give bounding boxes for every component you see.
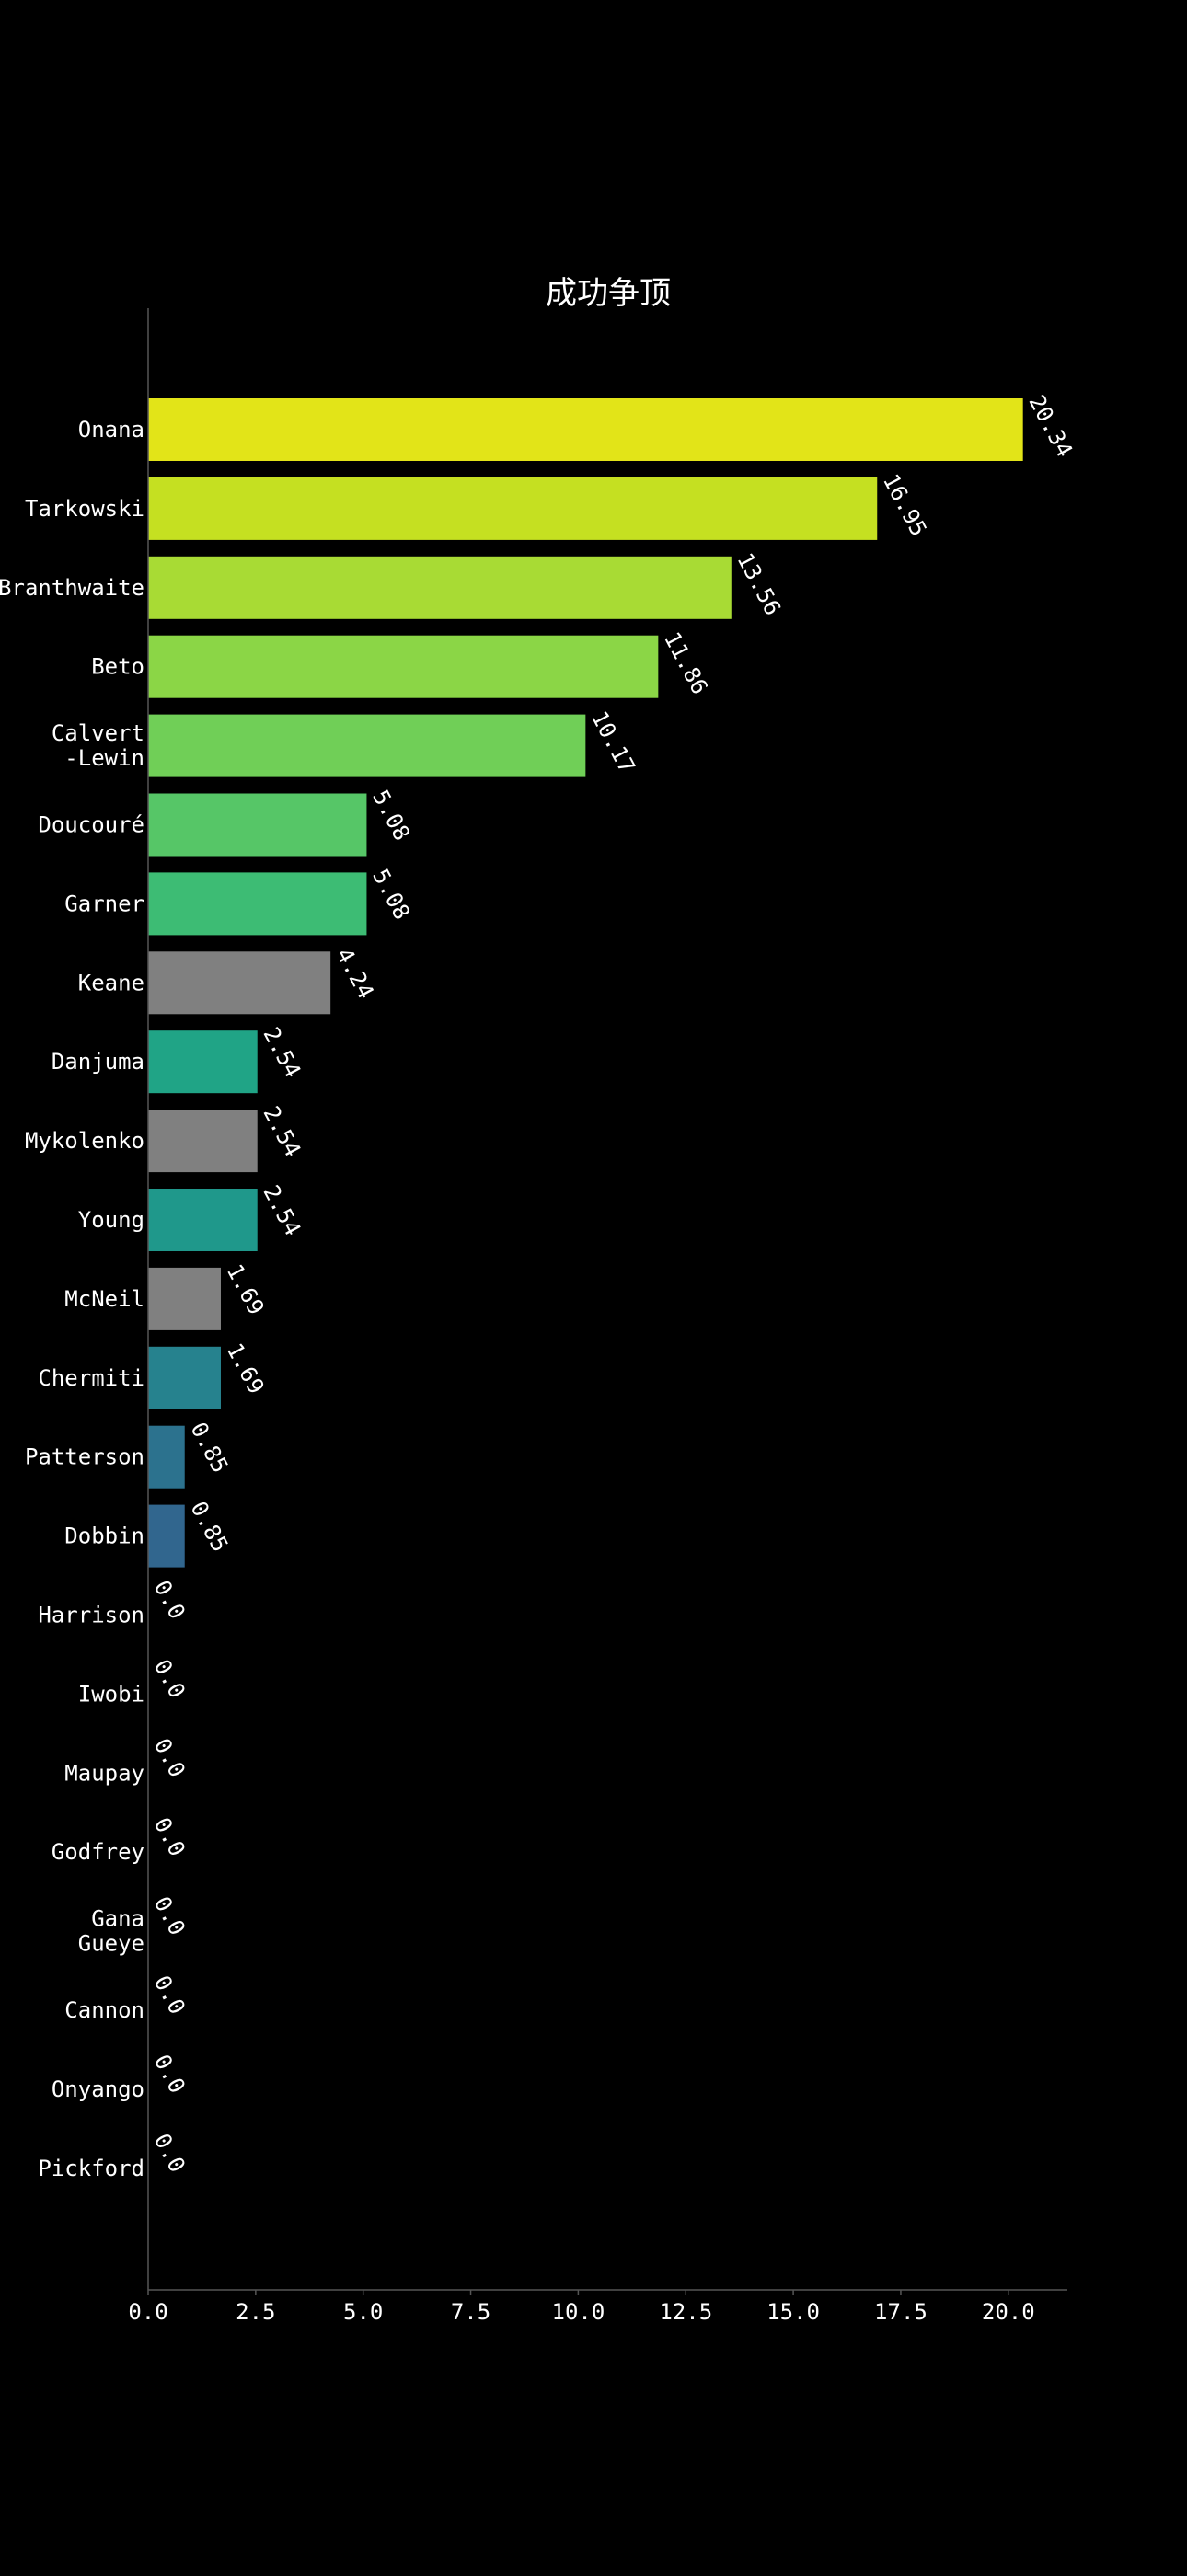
category-label: Calvert -Lewin xyxy=(52,720,144,771)
category-label: Doucouré xyxy=(38,812,144,838)
x-tick-label: 17.5 xyxy=(874,2299,928,2325)
bar xyxy=(148,1346,221,1409)
value-label: 4.24 xyxy=(331,944,379,1003)
category-label: Iwobi xyxy=(78,1681,144,1707)
bar xyxy=(148,1267,221,1330)
value-label: 10.17 xyxy=(586,707,640,777)
value-label: 2.54 xyxy=(258,1181,305,1240)
category-labels: Onana Tarkowski Branthwaite Beto Calvert -Lew… xyxy=(0,417,144,2181)
value-label: 0.0 xyxy=(149,2129,190,2176)
category-label: Harrison xyxy=(38,1603,144,1628)
value-label: 20.34 xyxy=(1023,391,1078,462)
bars-layer xyxy=(148,398,1023,1568)
category-label: Cannon xyxy=(64,1997,144,2023)
category-label: Garner xyxy=(64,891,144,916)
category-label: Godfrey xyxy=(52,1839,144,1865)
x-tick-label: 5.0 xyxy=(343,2299,383,2325)
category-label: Keane xyxy=(78,970,144,995)
value-label: 0.85 xyxy=(185,1497,233,1556)
category-label: Dobbin xyxy=(64,1524,144,1549)
value-label: 11.86 xyxy=(659,627,713,698)
x-tick-label: 12.5 xyxy=(659,2299,712,2325)
value-label: 0.0 xyxy=(149,1734,190,1781)
value-label: 0.0 xyxy=(149,1972,190,2018)
category-label: McNeil xyxy=(64,1286,144,1312)
value-label: 5.08 xyxy=(367,786,415,845)
value-label: 0.0 xyxy=(149,1655,190,1702)
chart-title: 成功争顶 xyxy=(546,275,671,312)
bar xyxy=(148,1425,185,1489)
bar xyxy=(148,951,331,1015)
category-label: Branthwaite xyxy=(0,575,144,601)
category-label: Pickford xyxy=(38,2156,144,2181)
value-label: 1.69 xyxy=(222,1260,270,1319)
value-label: 2.54 xyxy=(258,1102,305,1161)
bar xyxy=(148,1030,258,1094)
x-tick-label: 10.0 xyxy=(552,2299,605,2325)
bar xyxy=(148,714,586,777)
category-label: Mykolenko xyxy=(25,1128,144,1154)
bar xyxy=(148,556,732,619)
x-tick-label: 20.0 xyxy=(982,2299,1035,2325)
category-label: Patterson xyxy=(25,1444,144,1470)
value-label: 13.56 xyxy=(732,548,786,619)
value-label: 0.0 xyxy=(149,1892,190,1939)
value-label: 0.0 xyxy=(149,1576,190,1623)
axes: 0.0 2.5 5.0 7.5 10.0 12.5 15.0 17.5 20.0 xyxy=(128,308,1067,2325)
x-tick-label: 2.5 xyxy=(236,2299,275,2325)
x-tick-label: 0.0 xyxy=(128,2299,167,2325)
value-label: 2.54 xyxy=(258,1023,305,1082)
category-label: Chermiti xyxy=(38,1365,144,1391)
category-label: Onana xyxy=(78,417,144,443)
value-label: 0.0 xyxy=(149,2051,190,2098)
bar xyxy=(148,398,1023,461)
value-label: 1.69 xyxy=(222,1339,270,1397)
bar xyxy=(148,1189,258,1251)
bar xyxy=(148,477,878,540)
x-tick-label: 7.5 xyxy=(451,2299,490,2325)
category-label: Onyango xyxy=(52,2076,144,2102)
value-label: 0.85 xyxy=(185,1418,233,1477)
bar xyxy=(148,872,367,936)
x-tick-label: 15.0 xyxy=(766,2299,820,2325)
bar xyxy=(148,793,367,857)
category-label: Tarkowski xyxy=(25,496,144,522)
category-label: Danjuma xyxy=(52,1049,144,1075)
category-label: Gana Gueye xyxy=(78,1906,144,1957)
category-label: Maupay xyxy=(64,1760,144,1786)
bar xyxy=(148,1110,258,1173)
value-label: 5.08 xyxy=(367,865,415,924)
category-label: Beto xyxy=(91,654,144,680)
bar xyxy=(148,1504,185,1568)
category-label: Young xyxy=(78,1207,144,1233)
value-label: 16.95 xyxy=(878,470,932,541)
value-label: 0.0 xyxy=(149,1813,190,1860)
bar xyxy=(148,635,659,698)
